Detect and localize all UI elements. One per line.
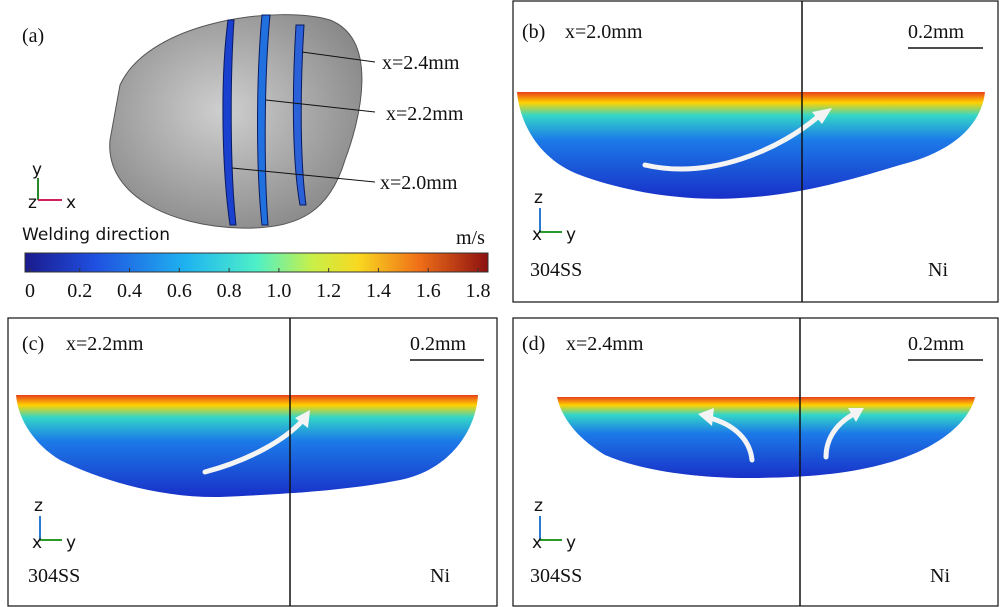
axis-label: z: [534, 188, 543, 208]
annotation: x=2.0mm: [380, 172, 458, 194]
colorbar-tick-label: 0.6: [167, 280, 192, 302]
axis-label: z: [534, 496, 543, 516]
axis-label: y: [66, 533, 76, 553]
colorbar-tick-label: 1.8: [466, 280, 491, 302]
weld-bead: [110, 15, 362, 228]
panel-b: (b) x=2.0mm 0.2mm z x y 304SS Ni: [513, 1, 998, 302]
figure: (a) x=2.4mm x=2.2mm x=2.0mm y z x Weldin…: [0, 0, 1000, 607]
section-label: x=2.2mm: [66, 333, 144, 355]
colorbar-tick-label: 0.4: [117, 280, 142, 302]
section-label: x=2.0mm: [565, 21, 643, 43]
annotation: x=2.2mm: [386, 103, 464, 125]
scale-bar-label: 0.2mm: [908, 21, 965, 43]
panel-d: (d) x=2.4mm 0.2mm z x y 304SS Ni: [513, 318, 998, 606]
weld-pool: [517, 92, 985, 199]
panel-label: (b): [522, 21, 545, 43]
colorbar: [25, 253, 488, 272]
material-label: 304SS: [530, 259, 582, 281]
material-label: 304SS: [28, 565, 80, 587]
panel-c: (c) x=2.2mm 0.2mm z x y 304SS Ni: [8, 318, 497, 606]
colorbar-tick-label: 1.6: [416, 280, 441, 302]
axis-label: x: [66, 193, 76, 213]
colorbar-tick-label: 1.4: [366, 280, 391, 302]
axis-label: y: [566, 225, 576, 245]
caption: Welding direction: [22, 225, 170, 245]
panel-label: (a): [22, 25, 44, 47]
material-label: Ni: [930, 565, 950, 587]
colorbar-unit: m/s: [456, 227, 485, 249]
axis-label: x: [532, 533, 542, 553]
colorbar-tick-label: 0: [25, 280, 35, 302]
axis-label: y: [566, 533, 576, 553]
scale-bar-label: 0.2mm: [410, 333, 467, 355]
axis-label: y: [32, 160, 42, 180]
axis-label: x: [32, 533, 42, 553]
axis-label: z: [34, 496, 43, 516]
material-label: Ni: [928, 259, 948, 281]
material-label: 304SS: [530, 565, 582, 587]
annotation: x=2.4mm: [382, 52, 460, 74]
colorbar-tick-label: 1.0: [266, 280, 291, 302]
axis-label: z: [28, 193, 37, 213]
panel-label: (c): [22, 333, 44, 355]
material-label: Ni: [430, 565, 450, 587]
section-label: x=2.4mm: [566, 333, 644, 355]
weld-pool: [16, 395, 478, 497]
weld-pool: [557, 397, 975, 478]
colorbar-tick-label: 1.2: [316, 280, 341, 302]
axis-label: x: [532, 225, 542, 245]
colorbar-tick-label: 0.2: [67, 280, 92, 302]
colorbar-tick-label: 0.8: [217, 280, 242, 302]
scale-bar-label: 0.2mm: [908, 333, 965, 355]
panel-a: (a) x=2.4mm x=2.2mm x=2.0mm y z x Weldin…: [22, 15, 488, 272]
panel-label: (d): [522, 333, 545, 355]
